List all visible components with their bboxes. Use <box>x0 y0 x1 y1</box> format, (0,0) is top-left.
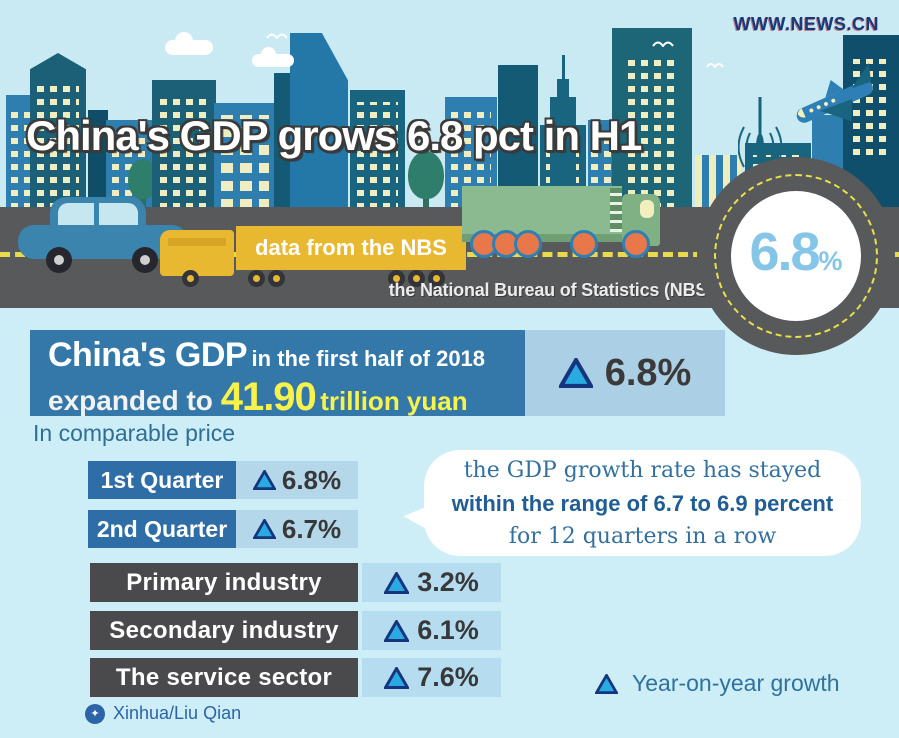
legend: Year-on-year growth <box>595 670 840 697</box>
road-caption: the National Bureau of Statistics (NBS) <box>388 280 713 300</box>
bubble-line3: for 12 quarters in a row <box>508 523 777 549</box>
sector-growth: 7.6% <box>417 662 479 692</box>
bird-icon <box>652 41 674 47</box>
credit-text: Xinhua/Liu Qian <box>113 703 242 723</box>
building <box>152 80 216 215</box>
site-url: WWW.NEWS.CN <box>733 14 879 34</box>
cloud-icon <box>252 47 294 67</box>
building <box>88 110 108 215</box>
building <box>274 73 292 215</box>
car-illustration <box>18 195 188 275</box>
gdp-range-bubble: the GDP growth rate has stayed within th… <box>402 450 861 556</box>
quarter-growth: 6.8% <box>281 464 342 495</box>
tree <box>408 145 444 215</box>
sector-value: 7.6% <box>362 658 501 697</box>
bubble-line1: the GDP growth rate has stayed <box>463 457 822 483</box>
quarter-growth: 6.7% <box>281 513 342 544</box>
headline-amount-unit: trillion yuan <box>320 386 468 416</box>
credit-line: ✦ Xinhua/Liu Qian <box>85 703 241 724</box>
bird-icon <box>266 33 288 39</box>
sector-growth: 3.2% <box>417 567 479 597</box>
bubble-line2: within the range of 6.7 to 6.9 percent <box>451 490 834 516</box>
up-triangle-icon <box>558 358 593 388</box>
building <box>30 53 86 215</box>
quarter-label: 2nd Quarter <box>88 510 236 548</box>
truck-banner: data from the NBS <box>236 226 466 270</box>
headline-box: China's GDP in the first half of 2018 ex… <box>30 330 725 419</box>
comparable-price-note: In comparable price <box>33 420 235 446</box>
sector-row: Secondary industry 6.1% <box>90 611 501 650</box>
headline-lead: China's GDP <box>48 336 248 374</box>
sector-value: 6.1% <box>362 611 501 650</box>
nbs-truck-illustration: data from the NBS <box>160 220 470 290</box>
quarter-row: 2nd Quarter 6.7% <box>88 510 358 548</box>
up-triangle-icon <box>384 666 410 689</box>
sector-row: The service sector 7.6% <box>90 658 501 697</box>
roundabout-dashed-ring: 6.8 % <box>714 174 878 338</box>
spire-needle <box>562 55 565 215</box>
up-triangle-icon <box>595 673 618 694</box>
building <box>350 90 405 215</box>
headline-verb: expanded to <box>48 385 221 416</box>
up-triangle-icon <box>252 470 276 490</box>
sector-label: Primary industry <box>90 563 358 602</box>
sector-growth: 6.1% <box>417 615 479 645</box>
building-tall-dark <box>612 28 692 215</box>
headline-qualifier: in the first half of 2018 <box>251 346 486 371</box>
airplane-icon <box>796 62 873 123</box>
bubble-tail <box>402 506 430 534</box>
quarter-label: 1st Quarter <box>88 461 236 499</box>
headline-growth-value: 6.8% <box>604 351 692 394</box>
bird-icon <box>706 63 724 68</box>
up-triangle-icon <box>384 619 410 642</box>
roundabout-unit: % <box>818 246 843 276</box>
roundabout-badge: 6.8 % <box>697 157 895 355</box>
headline-text: China's GDP in the first half of 2018 ex… <box>30 330 525 419</box>
up-triangle-icon <box>384 571 410 594</box>
cloud-icon <box>165 32 213 55</box>
legend-label: Year-on-year growth <box>632 670 840 696</box>
quarter-value: 6.7% <box>236 510 358 548</box>
sector-label: Secondary industry <box>90 611 358 650</box>
up-triangle-icon <box>252 519 276 539</box>
roundabout-value: 6.8 <box>749 222 820 282</box>
quarter-row: 1st Quarter 6.8% <box>88 461 358 499</box>
green-truck-illustration <box>462 186 662 264</box>
building <box>214 103 276 215</box>
page-title: China's GDP grows 6.8 pct in H1 <box>26 112 642 159</box>
sector-value: 3.2% <box>362 563 501 602</box>
building <box>290 33 348 215</box>
quarter-value: 6.8% <box>236 461 358 499</box>
sector-row: Primary industry 3.2% <box>90 563 501 602</box>
headline-amount: 41.90 <box>220 375 317 419</box>
headline-growth-badge: 6.8% <box>525 330 725 416</box>
sector-label: The service sector <box>90 658 358 697</box>
xinhua-logo-icon: ✦ <box>85 703 105 724</box>
